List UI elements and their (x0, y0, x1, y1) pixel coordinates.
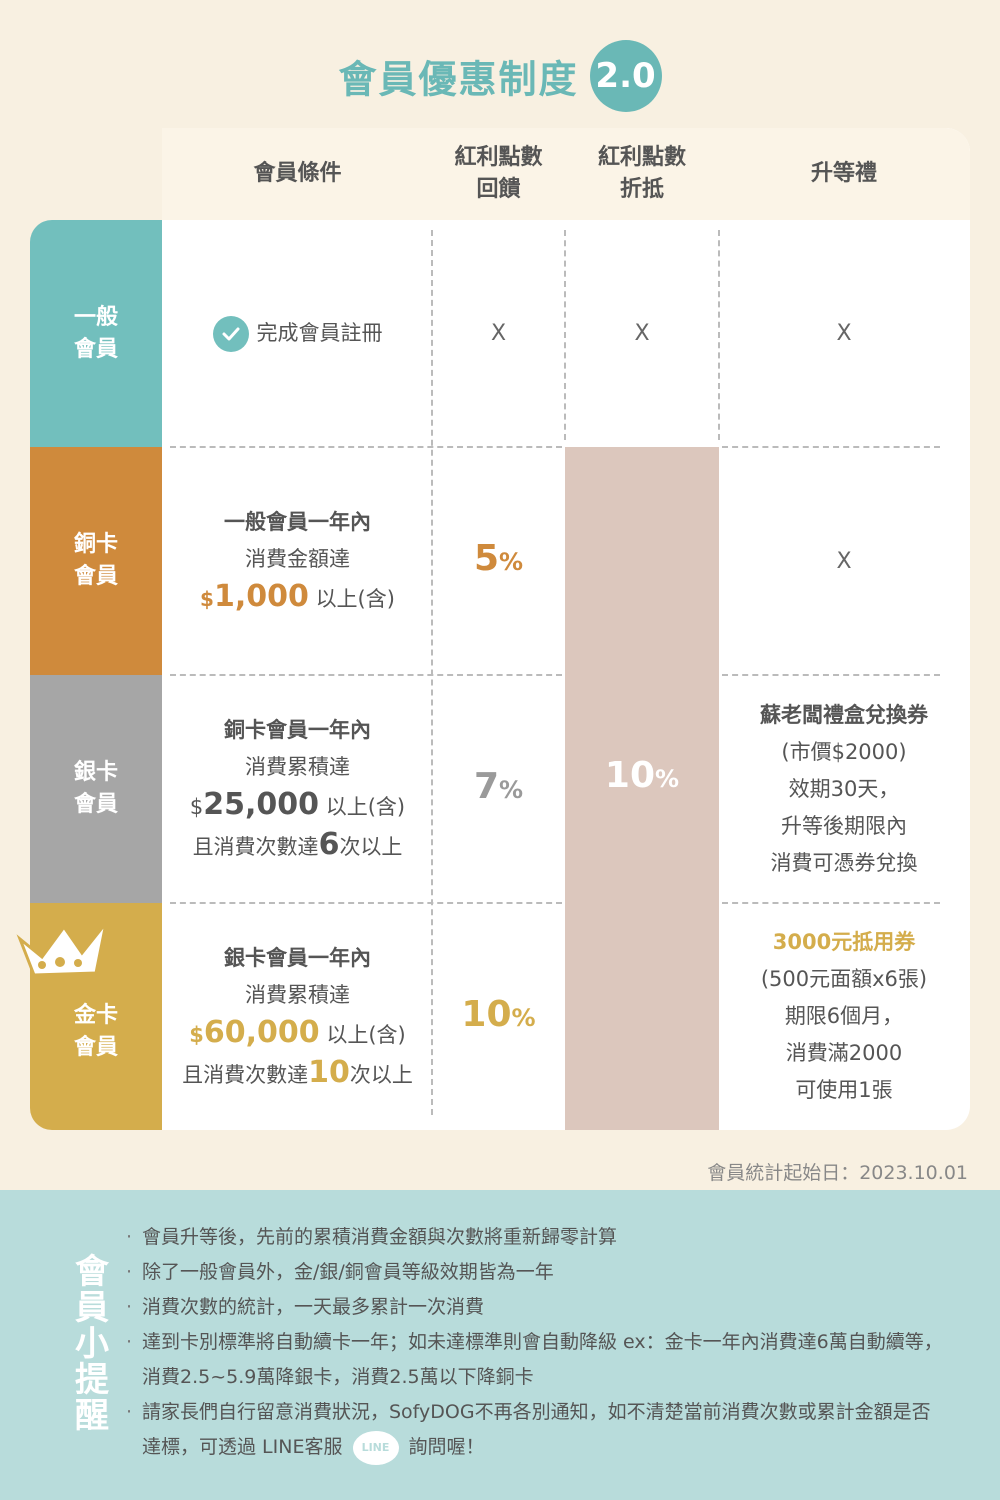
redeem-shared-column (565, 447, 719, 1130)
stat-start-date: 會員統計起始日：2023.10.01 (707, 1162, 968, 1184)
notes-title: 會 員 小 提 醒 (75, 1252, 109, 1436)
table-header (162, 128, 970, 220)
header-bonus-redeem: 紅利點數 折抵 (597, 145, 686, 202)
bronze-reward: 5% (473, 538, 524, 579)
gold-condition: 銀卡會員一年內 消費累積達 $60,000 以上(含) 且消費次數達10次以上 (182, 945, 413, 1090)
regular-reward: X (490, 321, 507, 346)
gold-reward: 10% (461, 993, 536, 1035)
notes-panel: 會 員 小 提 醒 會員升等後，先前的累積消費金額與次數將重新歸零計算 除了一般… (0, 1190, 1000, 1500)
divider (722, 902, 940, 904)
divider (718, 230, 720, 440)
regular-redeem: X (634, 321, 650, 346)
redeem-shared-value: 10% (604, 755, 680, 796)
check-icon (212, 315, 249, 352)
silver-gift: 蘇老闆禮盒兌換券 (市價$2000) 效期30天， 升等後期限內 消費可憑券兌換 (760, 702, 928, 875)
crown-icon (16, 922, 108, 977)
divider (170, 902, 562, 904)
title-area: 會員優惠制度 2.0 (0, 40, 1000, 112)
regular-condition: 完成會員註冊 (165, 220, 430, 447)
header-upgrade-gift: 升等禮 (810, 161, 877, 186)
divider (722, 446, 940, 448)
bronze-condition: 一般會員一年內 消費金額達 $1,000 以上(含) (200, 510, 395, 614)
list-item: 請家長們自行留意消費狀況，SofyDOG不再各別通知，如不清楚當前消費次數或累計… (126, 1395, 946, 1465)
divider (564, 230, 566, 440)
gold-gift: 3000元抵用券 (500元面額x6張) 期限6個月， 消費滿2000 可使用1… (760, 930, 928, 1102)
list-item: 會員升等後，先前的累積消費金額與次數將重新歸零計算 (126, 1220, 946, 1255)
tier-label-bronze: 銅卡 會員 (30, 447, 162, 675)
tier-label-gold: 金卡 會員 (16, 903, 162, 1130)
page-title: 會員優惠制度 (338, 57, 579, 102)
version-badge: 2.0 (589, 40, 662, 112)
line-icon[interactable]: LINE (352, 1430, 399, 1465)
notes-list: 會員升等後，先前的累積消費金額與次數將重新歸零計算 除了一般會員外，金/銀/銅會… (126, 1220, 946, 1465)
silver-reward: 7% (473, 766, 524, 807)
divider (170, 674, 562, 676)
tier-label-silver: 銀卡 會員 (30, 675, 162, 903)
list-item: 達到卡別標準將自動續卡一年；如未達標準則會自動降級 ex：金卡一年內消費達6萬自… (126, 1325, 946, 1395)
header-bonus-reward: 紅利點數 回饋 (454, 145, 543, 202)
list-item: 消費次數的統計，一天最多累計一次消費 (126, 1290, 946, 1325)
tier-label-regular: 一般 會員 (30, 220, 162, 447)
bronze-gift: X (836, 548, 852, 574)
regular-gift: X (836, 321, 852, 346)
silver-condition: 銅卡會員一年內 消費累積達 $25,000 以上(含) 且消費次數達6次以上 (189, 718, 406, 862)
list-item: 除了一般會員外，金/銀/銅會員等級效期皆為一年 (126, 1255, 946, 1290)
divider (722, 674, 940, 676)
header-condition: 會員條件 (253, 161, 342, 186)
divider (170, 446, 562, 448)
divider (431, 230, 433, 1115)
